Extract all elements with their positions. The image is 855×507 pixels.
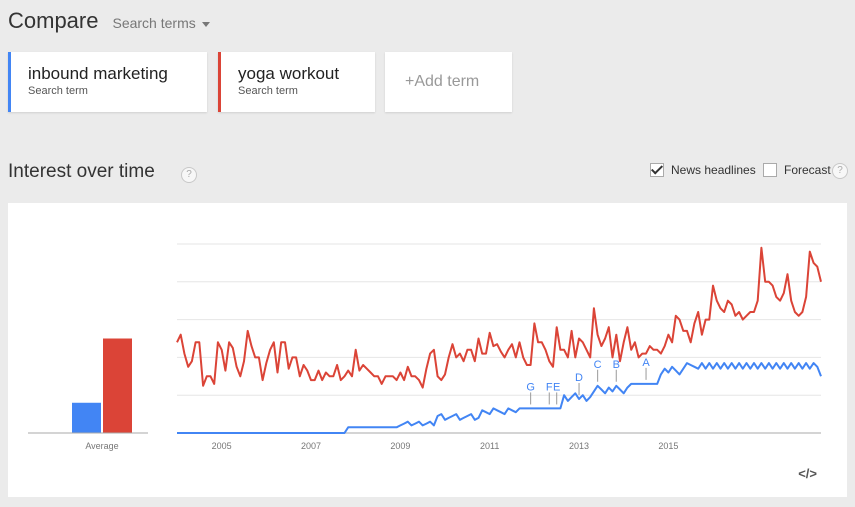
term-color-bar bbox=[8, 52, 11, 112]
term-card-inbound-marketing[interactable]: inbound marketing Search term bbox=[8, 52, 207, 112]
term-color-bar bbox=[218, 52, 221, 112]
interest-chart-panel: Average 2005 2007 2009 2011 2013 2015 G F E D C B A <… bbox=[8, 203, 847, 497]
x-tick-label: 2015 bbox=[658, 441, 678, 451]
add-term-button[interactable]: +Add term bbox=[385, 52, 512, 112]
section-title: Interest over time bbox=[8, 161, 155, 182]
help-icon[interactable]: ? bbox=[181, 167, 197, 183]
x-tick-label: 2009 bbox=[390, 441, 410, 451]
term-type: Search term bbox=[238, 85, 298, 97]
term-name: inbound marketing bbox=[28, 64, 168, 83]
forecast-label: Forecast bbox=[784, 163, 831, 177]
x-tick-label: 2011 bbox=[480, 441, 499, 451]
forecast-option[interactable]: Forecast bbox=[763, 163, 831, 177]
annotation-label-e[interactable]: E bbox=[553, 381, 560, 393]
term-type: Search term bbox=[28, 85, 88, 97]
news-headlines-label: News headlines bbox=[671, 163, 756, 177]
forecast-checkbox[interactable] bbox=[763, 163, 777, 177]
term-card-yoga-workout[interactable]: yoga workout Search term bbox=[218, 52, 375, 112]
x-tick-label: 2013 bbox=[569, 441, 589, 451]
average-bar-yoga-workout bbox=[103, 338, 132, 433]
annotation-label-b[interactable]: B bbox=[613, 359, 620, 371]
forecast-help-icon[interactable]: ? bbox=[832, 163, 848, 179]
embed-code-icon[interactable]: </> bbox=[798, 466, 817, 481]
caret-down-icon bbox=[201, 21, 210, 27]
annotation-label-f[interactable]: F bbox=[546, 381, 553, 393]
series-line-yoga-workout bbox=[176, 246, 822, 389]
average-label: Average bbox=[85, 441, 118, 451]
compare-title: Compare bbox=[8, 8, 99, 33]
x-tick-label: 2007 bbox=[301, 441, 321, 451]
search-terms-dropdown[interactable]: Search terms bbox=[112, 15, 210, 31]
search-terms-label: Search terms bbox=[112, 15, 196, 31]
series-line-inbound-marketing bbox=[177, 362, 822, 434]
annotation-label-a[interactable]: A bbox=[642, 357, 650, 369]
compare-header: Compare Search terms bbox=[8, 8, 210, 34]
annotation-label-g[interactable]: G bbox=[526, 381, 535, 393]
news-headlines-checkbox[interactable] bbox=[650, 163, 664, 177]
interest-over-time-chart: Average 2005 2007 2009 2011 2013 2015 G F E DC B A bbox=[28, 243, 822, 451]
annotation-label-d[interactable]: D bbox=[575, 372, 583, 384]
average-bar-inbound-marketing bbox=[72, 402, 101, 433]
annotation-label-c[interactable]: C bbox=[594, 359, 602, 371]
news-headlines-option[interactable]: News headlines bbox=[650, 163, 756, 177]
term-name: yoga workout bbox=[238, 64, 340, 83]
x-tick-label: 2005 bbox=[212, 441, 232, 451]
add-term-label: +Add term bbox=[405, 73, 480, 90]
